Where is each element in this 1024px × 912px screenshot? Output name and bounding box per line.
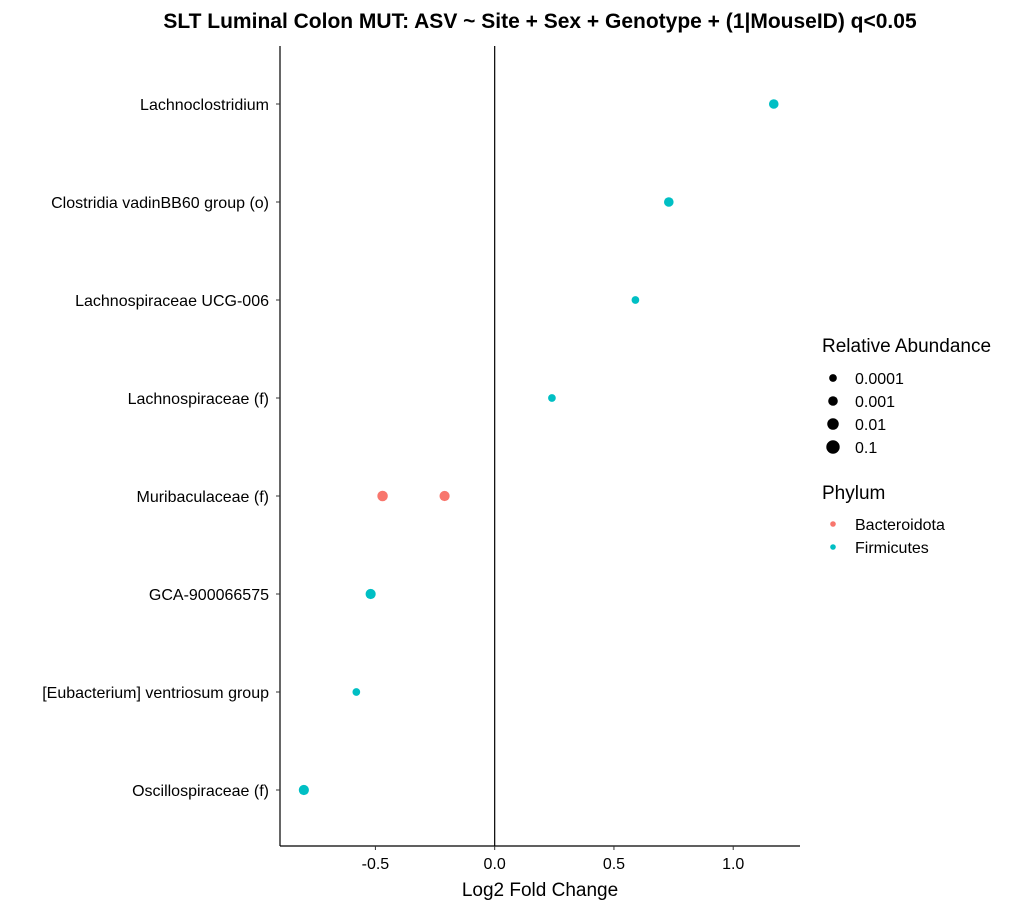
- legend-size-key: [827, 418, 839, 430]
- x-tick-label: 0.5: [603, 856, 625, 873]
- y-tick-label: Oscillospiraceae (f): [132, 783, 269, 800]
- x-axis-title: Log2 Fold Change: [462, 880, 618, 901]
- legend-color-label: Bacteroidota: [855, 517, 945, 534]
- legend-color-title: Phylum: [822, 483, 885, 504]
- legend-size-label: 0.01: [855, 417, 886, 434]
- plot-area: Lachnoclostridium Clostridia vadinBB60 gr…: [42, 46, 800, 873]
- legend-color-label: Firmicutes: [855, 540, 929, 557]
- legend-size-label: 0.1: [855, 440, 877, 457]
- data-point: [298, 784, 309, 796]
- legend-color-key: [830, 521, 836, 527]
- legend-size-title: Relative Abundance: [822, 336, 991, 357]
- legend-color-key: [830, 544, 836, 550]
- legend: Relative Abundance 0.0001 0.001 0.01 0.1 Phyl…: [822, 336, 991, 557]
- data-point: [439, 490, 450, 502]
- legend-size-label: 0.0001: [855, 371, 904, 388]
- data-point: [664, 197, 674, 207]
- y-tick-label: GCA-900066575: [149, 587, 269, 604]
- data-point: [365, 588, 376, 600]
- y-tick-label: [Eubacterium] ventriosum group: [42, 685, 269, 702]
- legend-size-key: [829, 374, 837, 382]
- data-point: [631, 296, 640, 304]
- y-tick-label: Lachnospiraceae (f): [128, 391, 269, 408]
- x-tick-label: 0.0: [484, 856, 506, 873]
- y-tick-label: Muribaculaceae (f): [137, 489, 270, 506]
- data-point: [377, 490, 388, 502]
- legend-size-key: [826, 440, 840, 454]
- y-tick-label: Lachnospiraceae UCG-006: [75, 293, 269, 310]
- x-tick-label: 1.0: [722, 856, 744, 873]
- chart-title: SLT Luminal Colon MUT: ASV ~ Site + Sex …: [163, 10, 917, 33]
- legend-size-key: [828, 396, 838, 406]
- data-point: [352, 688, 361, 696]
- y-tick-label: Clostridia vadinBB60 group (o): [51, 195, 269, 212]
- data-point: [548, 394, 556, 402]
- x-tick-label: -0.5: [362, 856, 390, 873]
- legend-size-label: 0.001: [855, 394, 895, 411]
- data-point: [768, 99, 779, 109]
- y-tick-label: Lachnoclostridium: [140, 97, 269, 114]
